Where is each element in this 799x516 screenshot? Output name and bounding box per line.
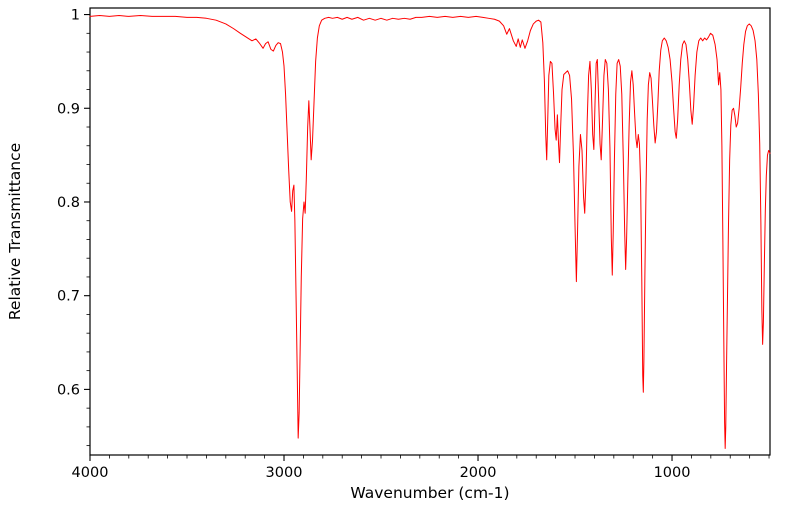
y-tick-label: 0.7 (57, 289, 80, 305)
y-tick-label: 0.9 (57, 101, 80, 117)
x-tick-label: 3000 (266, 465, 303, 481)
spectrum-line (89, 15, 771, 449)
x-tick-label: 2000 (460, 465, 497, 481)
y-tick-label: 1 (71, 8, 80, 24)
plot-area (89, 7, 771, 456)
x-tick-label: 4000 (72, 465, 109, 481)
y-axis-label: Relative Transmittance (6, 143, 24, 320)
x-tick-label: 1000 (654, 465, 691, 481)
x-axis-label: Wavenumber (cm-1) (350, 484, 509, 502)
y-tick-label: 0.8 (57, 195, 80, 211)
y-tick-label: 0.6 (57, 382, 80, 398)
